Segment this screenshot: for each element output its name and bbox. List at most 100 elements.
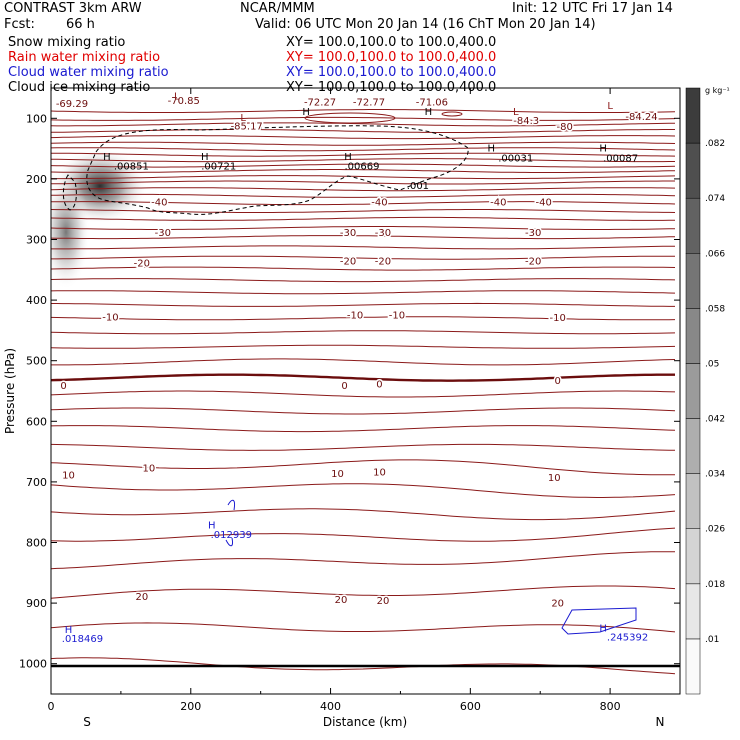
extremum-value-label: .001 (407, 181, 429, 192)
colorbar-segment (685, 363, 701, 419)
temperature-contour-line (51, 344, 676, 349)
temperature-contour-line (51, 209, 676, 213)
south-end-label: S (83, 715, 91, 729)
temperature-contour-label: 0 (555, 376, 561, 387)
cloud-water-contour-small-2 (225, 537, 233, 547)
distance-axis: 0 200 400 600 800 (48, 88, 621, 713)
temperature-contour-line (51, 551, 675, 570)
y-axis-title: Pressure (hPa) (3, 348, 17, 434)
high-marker: H (65, 625, 73, 636)
x-tick-label: 400 (320, 700, 341, 713)
high-marker: H (425, 107, 433, 118)
x-tick-label: 0 (48, 700, 55, 713)
colorbar-tick-label: .082 (705, 139, 725, 149)
init-time: Init: 12 UTC Fri 17 Jan 14 (512, 1, 673, 16)
temperature-contour-label: 0 (341, 381, 347, 392)
snow-shading-blob-2 (51, 174, 90, 290)
high-marker: H (201, 152, 209, 163)
low-marker: L (607, 101, 613, 112)
field-xy-snow: XY= 100.0,100.0 to 100.0,400.0 (286, 35, 497, 50)
y-tick-label: 600 (26, 415, 47, 428)
extremum-value-label: .012939 (211, 530, 252, 541)
temperature-contour-line (51, 302, 675, 307)
field-xy-cloud-water: XY= 100.0,100.0 to 100.0,400.0 (286, 65, 497, 80)
temperature-contour-label: -30 (525, 228, 541, 239)
extremum-value-label: .00851 (114, 162, 149, 173)
temperature-contour-label: 20 (335, 595, 348, 606)
temperature-contour-label: -30 (340, 228, 356, 239)
temperature-contour-line (51, 152, 676, 157)
temperature-contour-label: -72.27 (304, 97, 336, 108)
y-tick-label: 300 (26, 234, 47, 247)
temperature-contour-line (51, 483, 676, 498)
field-xy-rain: XY= 100.0,100.0 to 100.0,400.0 (286, 50, 497, 65)
colorbar-unit: g kg⁻¹ (705, 86, 730, 95)
extremum-value-label: .018469 (62, 634, 103, 645)
extremum-value-label: .00721 (201, 162, 236, 173)
temperature-contour-line (51, 245, 675, 250)
temperature-contour-label: -84.24 (625, 112, 657, 123)
colorbar-tick-label: .026 (705, 525, 725, 535)
extremum-value-label: .00087 (603, 154, 638, 165)
temperature-contour-line (51, 141, 676, 146)
temperature-contour-label: -20 (375, 257, 391, 268)
colorbar: .01 .018 .026 .034 .042 .05 .058 .066 .074 .082 (685, 87, 725, 695)
colorbar-segment (685, 473, 701, 529)
temperature-contour-label: 10 (373, 468, 386, 479)
temperature-contour-label: -69.29 (56, 99, 88, 110)
colorbar-segment (685, 142, 701, 199)
temperature-contour-label: 10 (331, 469, 344, 480)
temperature-contour-line (51, 443, 676, 451)
colorbar-tick-label: .01 (705, 635, 719, 645)
temperature-contour-label: -84.3 (513, 116, 539, 127)
temperature-contour-label: 0 (376, 380, 382, 391)
temperature-contour-line (51, 266, 676, 271)
low-marker: L (240, 113, 246, 124)
colorbar-segment (685, 87, 701, 144)
temperature-contour-line (51, 255, 675, 260)
colorbar-segment (685, 638, 701, 695)
temperature-contour-label: -20 (134, 259, 150, 270)
y-tick-label: 500 (26, 355, 47, 368)
upper-small-contour (304, 112, 396, 124)
temperature-contour-line (51, 201, 676, 206)
temperature-contour-line (51, 135, 676, 140)
cloud-water-contour-small (227, 499, 235, 511)
temperature-contour-line (51, 169, 676, 173)
temperature-contour-line (51, 390, 676, 398)
org-label: NCAR/MMM (240, 1, 315, 16)
low-marker: L (513, 107, 519, 118)
x-tick-label: 800 (600, 700, 621, 713)
colorbar-tick-label: .074 (705, 194, 725, 204)
field-name-rain: Rain water mixing ratio (8, 50, 161, 65)
north-end-label: N (656, 715, 665, 729)
temperature-contour-label: -80 (557, 122, 573, 133)
y-tick-label: 900 (26, 597, 47, 610)
y-tick-label: 100 (26, 112, 47, 125)
cloud-water-contour-line (561, 607, 637, 635)
cloud-water-contour (225, 499, 637, 635)
y-tick-label: 1000 (19, 658, 47, 671)
colorbar-segment (685, 528, 701, 585)
forecast-hours: 66 h (66, 17, 95, 32)
colorbar-segment (685, 418, 701, 474)
high-marker: H (302, 107, 310, 118)
temperature-contour-line (51, 109, 676, 113)
y-tick-label: 700 (26, 476, 47, 489)
temperature-contour-label: -40 (151, 197, 167, 208)
cloud-ice-contour (62, 111, 469, 215)
temperature-contour-line (51, 527, 676, 542)
temperature-contour-line (51, 187, 676, 192)
temperature-contour-line (51, 180, 675, 185)
colorbar-tick-label: .066 (705, 249, 725, 259)
colorbar-tick-label: .05 (705, 359, 719, 369)
temperature-contour-label: -20 (525, 257, 541, 268)
x-axis-title: Distance (km) (323, 715, 407, 729)
high-marker: H (103, 152, 111, 163)
temperature-contour-line (51, 622, 676, 633)
temperature-contour-line (51, 407, 676, 415)
temperature-contour-label: 20 (135, 592, 148, 603)
colorbar-segment (685, 253, 701, 309)
extremum-value-label: .00669 (345, 162, 380, 173)
